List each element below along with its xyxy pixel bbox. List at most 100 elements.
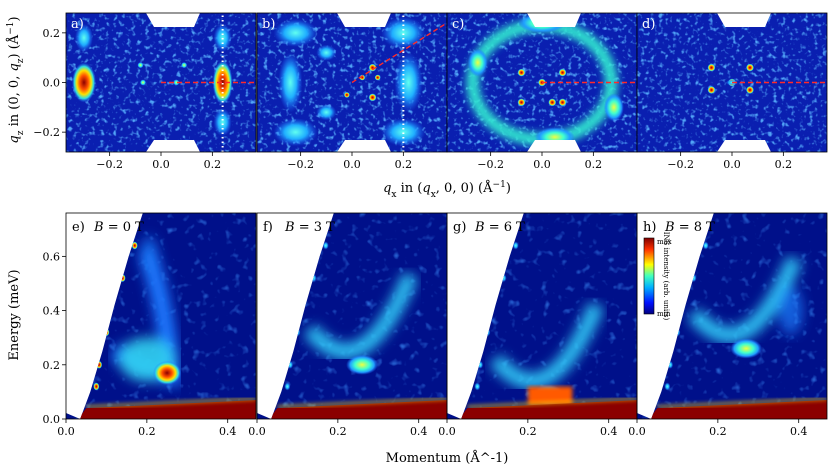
x-tick-label: 0.4 [410, 425, 428, 438]
edge-spot [690, 274, 697, 283]
edge-spot [131, 241, 138, 250]
panel-label: e) [72, 220, 85, 235]
intensity-blob [467, 48, 488, 77]
intensity-spot [707, 85, 716, 94]
edge-spot [667, 360, 674, 369]
mask-region-bottom [527, 140, 581, 152]
edge-spot [284, 382, 291, 391]
intensity-blob [603, 93, 624, 122]
edge-spot [477, 360, 484, 369]
field-label: B = 6 T [474, 220, 525, 235]
edge-spot [93, 382, 100, 391]
intensity-spot [213, 108, 232, 137]
intensity-spot [71, 62, 96, 103]
panel-e: e) B = 0 T 0.0 0.2 0.4 0.0 0.2 0.4 0.6 [43, 212, 257, 438]
x-tick-label: 0.2 [775, 158, 793, 171]
band-minimum [730, 338, 763, 359]
mask-region-bottom [337, 140, 391, 152]
upper-branch [778, 286, 803, 335]
colorbar-max-label: max [657, 238, 672, 246]
field-label: B = 3 T [284, 220, 335, 235]
x-tick-label: 0.0 [628, 425, 646, 438]
elastic-edge [86, 397, 256, 408]
x-tick-label: 0.0 [723, 158, 741, 171]
field-label: B = 0 T [93, 220, 144, 235]
edge-spot [96, 360, 103, 369]
colorbar: max min INS intensity (arb. units) [643, 232, 672, 321]
x-tick-label: 0.2 [204, 158, 222, 171]
intensity-blob [273, 18, 318, 47]
edge-spot [287, 360, 294, 369]
cut-line-dashed [351, 22, 447, 84]
x-tick-label: 0.2 [395, 158, 413, 171]
panel-label: c) [452, 17, 464, 32]
x-tick-label: 0.0 [57, 425, 75, 438]
edge-spot [103, 328, 110, 337]
x-tick-label: 0.4 [219, 425, 237, 438]
edge-spot [674, 328, 681, 337]
panel-frame [65, 212, 257, 420]
intensity-spot [368, 93, 377, 102]
x-tick-label: 0.0 [343, 158, 361, 171]
x-tick-label: 0.0 [248, 425, 266, 438]
band-minimum [346, 354, 379, 375]
intensity-spot [745, 63, 754, 72]
bottom-x-axis-label: Momentum (Å^-1) [386, 450, 509, 466]
intensity-spot [368, 63, 377, 72]
x-tick-label: 0.2 [709, 425, 727, 438]
panel-b: b) −0.2 0.0 0.2 [256, 12, 448, 171]
dispersion-band [489, 302, 604, 390]
elastic-edge [277, 397, 447, 408]
qspace-maps: a) −0.2 0.0 0.2 −0.2 0.0 0.2 b) −0.2 0.0 0.2 c) −0.2… [33, 12, 828, 171]
y-tick-label: 0.2 [43, 27, 61, 40]
x-tick-label: 0.2 [138, 425, 156, 438]
intensity-spot [558, 68, 567, 77]
x-tick-label: −0.2 [287, 158, 314, 171]
edge-spot [702, 241, 709, 250]
dispersion-band [303, 272, 419, 360]
intensity-spot [213, 23, 232, 52]
x-tick-label: −0.2 [667, 158, 694, 171]
dispersion-band [687, 256, 803, 343]
intensity-spot [517, 68, 526, 77]
panel-frame [636, 212, 828, 420]
panel-d: d) −0.2 0.0 0.2 [636, 12, 828, 171]
panel-label: f) [263, 220, 273, 235]
x-tick-label: 0.4 [600, 425, 618, 438]
edge-spot [119, 274, 126, 283]
edge-spot [294, 328, 301, 337]
intensity-spot [140, 79, 147, 86]
elastic-line [78, 400, 256, 419]
intensity-blob [381, 16, 426, 49]
mask-region-top [146, 13, 200, 27]
x-tick-label: 0.0 [438, 425, 456, 438]
intensity-spot [74, 23, 93, 52]
x-tick-label: 0.4 [790, 425, 808, 438]
panel-label: d) [642, 17, 655, 32]
bottom-y-axis-label: Energy (meV) [7, 269, 22, 360]
intensity-blob [273, 118, 318, 147]
x-tick-label: 0.0 [152, 158, 170, 171]
intensity-blob [394, 52, 423, 113]
panel-label: b) [262, 17, 275, 32]
elastic-edge [467, 397, 637, 408]
mask-region-top [717, 13, 771, 27]
y-tick-label: 0.2 [43, 359, 61, 372]
mask-region-top [527, 13, 581, 27]
colorbar-title: INS intensity (arb. units) [662, 232, 670, 321]
x-tick-label: 0.0 [533, 158, 551, 171]
panel-f: f) B = 3 T 0.0 0.2 0.4 [248, 212, 448, 438]
edge-spot [322, 241, 329, 250]
mask-region-bottom [146, 140, 200, 152]
y-tick-label: 0.0 [43, 77, 61, 90]
hot-spot [153, 360, 182, 385]
elastic-line [459, 400, 637, 419]
edge-spot [310, 274, 317, 283]
edge-spot [474, 382, 481, 391]
panel-label: g) [453, 220, 466, 235]
top-x-axis-label: qx in (qx, 0, 0) (Å−1) [383, 180, 511, 200]
panel-a: a) −0.2 0.0 0.2 −0.2 0.0 0.2 [33, 12, 257, 171]
panel-c: c) −0.2 0.0 0.2 [446, 12, 638, 171]
intensity-spot [359, 74, 366, 81]
